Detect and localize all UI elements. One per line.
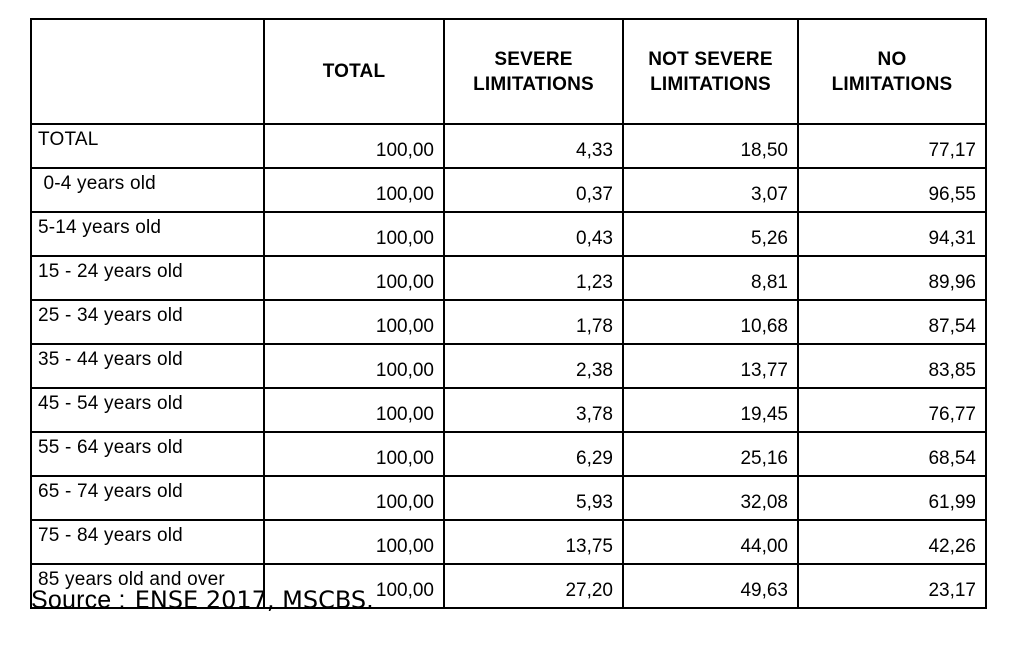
cell-severe: 2,38 [443,343,624,389]
col-header-severe-limitations: SEVERE LIMITATIONS [443,18,624,125]
cell-total: 100,00 [263,211,445,257]
cell-total: 100,00 [263,519,445,565]
row-label: 65 - 74 years old [30,475,265,521]
col-header-not-severe-limitations: NOT SEVERE LIMITATIONS [622,18,799,125]
table-row-5-14: 5-14 years old 100,00 0,43 5,26 94,31 [30,211,987,257]
cell-not-severe: 10,68 [622,299,799,345]
corner-cell [30,18,265,125]
cell-not-severe: 18,50 [622,123,799,169]
table-row-45-54: 45 - 54 years old 100,00 3,78 19,45 76,7… [30,387,987,433]
table-row-65-74: 65 - 74 years old 100,00 5,93 32,08 61,9… [30,475,987,521]
cell-total: 100,00 [263,255,445,301]
row-label: 75 - 84 years old [30,519,265,565]
cell-no-limitations: 77,17 [797,123,987,169]
cell-severe: 4,33 [443,123,624,169]
cell-no-limitations: 87,54 [797,299,987,345]
cell-not-severe: 25,16 [622,431,799,477]
cell-total: 100,00 [263,343,445,389]
cell-not-severe: 32,08 [622,475,799,521]
cell-total: 100,00 [263,431,445,477]
cell-severe: 0,37 [443,167,624,213]
source-reference: ENSE 2017, MSCBS. [134,586,374,614]
cell-no-limitations: 61,99 [797,475,987,521]
table-row-25-34: 25 - 34 years old 100,00 1,78 10,68 87,5… [30,299,987,345]
col-header-total: TOTAL [263,18,445,125]
table-row-75-84: 75 - 84 years old 100,00 13,75 44,00 42,… [30,519,987,565]
row-label: 45 - 54 years old [30,387,265,433]
row-label: 85 years old and over [30,563,265,609]
source-note: Source : ENSE 2017, MSCBS. [31,586,374,615]
cell-not-severe: 44,00 [622,519,799,565]
cell-severe: 27,20 [443,563,624,609]
cell-total: 100,00 [263,475,445,521]
cell-no-limitations: 83,85 [797,343,987,389]
source-label: Source : [31,586,126,614]
row-label: 35 - 44 years old [30,343,265,389]
cell-severe: 0,43 [443,211,624,257]
row-label: TOTAL [30,123,265,169]
cell-not-severe: 19,45 [622,387,799,433]
cell-not-severe: 5,26 [622,211,799,257]
cell-not-severe: 13,77 [622,343,799,389]
header-row: TOTAL SEVERE LIMITATIONS NOT SEVERE LIMI… [30,18,987,125]
cell-severe: 1,23 [443,255,624,301]
row-label: 5-14 years old [30,211,265,257]
cell-total: 100,00 [263,123,445,169]
cell-severe: 6,29 [443,431,624,477]
table-row-35-44: 35 - 44 years old 100,00 2,38 13,77 83,8… [30,343,987,389]
row-label: 0-4 years old [30,167,265,213]
cell-not-severe: 8,81 [622,255,799,301]
row-label: 15 - 24 years old [30,255,265,301]
cell-no-limitations: 68,54 [797,431,987,477]
table-row-55-64: 55 - 64 years old 100,00 6,29 25,16 68,5… [30,431,987,477]
cell-total: 100,00 [263,387,445,433]
cell-severe: 1,78 [443,299,624,345]
table-row-15-24: 15 - 24 years old 100,00 1,23 8,81 89,96 [30,255,987,301]
cell-no-limitations: 89,96 [797,255,987,301]
row-label: 25 - 34 years old [30,299,265,345]
table-row-0-4: 0-4 years old 100,00 0,37 3,07 96,55 [30,167,987,213]
row-label: 55 - 64 years old [30,431,265,477]
cell-not-severe: 49,63 [622,563,799,609]
table-row-total: TOTAL 100,00 4,33 18,50 77,17 [30,123,987,169]
cell-not-severe: 3,07 [622,167,799,213]
cell-severe: 13,75 [443,519,624,565]
cell-total: 100,00 [263,563,445,609]
cell-no-limitations: 96,55 [797,167,987,213]
cell-no-limitations: 23,17 [797,563,987,609]
cell-severe: 5,93 [443,475,624,521]
col-header-no-limitations: NO LIMITATIONS [797,18,987,125]
cell-total: 100,00 [263,167,445,213]
cell-severe: 3,78 [443,387,624,433]
cell-no-limitations: 94,31 [797,211,987,257]
limitations-by-age-table: TOTAL SEVERE LIMITATIONS NOT SEVERE LIMI… [30,18,987,609]
table-row-85-over: 85 years old and over 100,00 27,20 49,63… [30,563,987,609]
cell-no-limitations: 76,77 [797,387,987,433]
cell-total: 100,00 [263,299,445,345]
cell-no-limitations: 42,26 [797,519,987,565]
